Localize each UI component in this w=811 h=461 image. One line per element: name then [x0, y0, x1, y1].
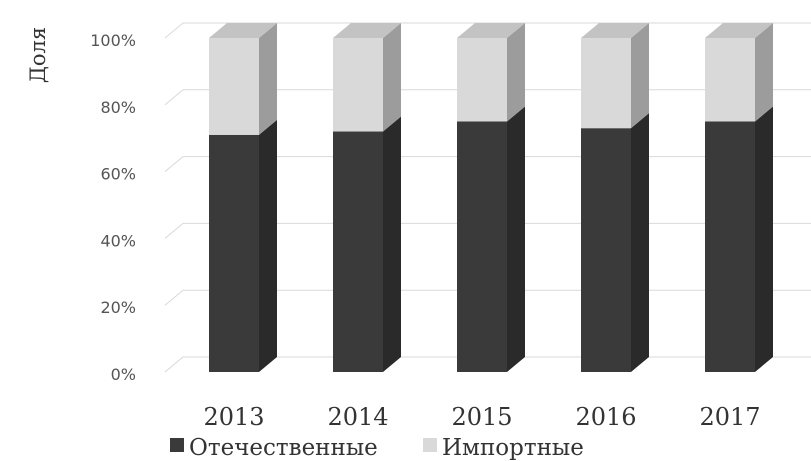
x-tick-label: 2013	[203, 403, 264, 431]
bar-segment-2013-domestic	[209, 119, 277, 372]
gridline-edge	[164, 356, 184, 373]
legend-label-import: Импортные	[442, 435, 584, 461]
legend-label-domestic: Отечественные	[189, 435, 378, 461]
gridline-edge	[164, 156, 184, 172]
gridline-edge	[164, 22, 184, 39]
y-tick-label: 40%	[100, 231, 136, 250]
x-axis-ticks: 2013 2014 2015 2016 2017	[203, 403, 760, 431]
x-tick-label: 2016	[575, 403, 636, 431]
x-tick-label: 2015	[451, 403, 512, 431]
bar-segment-2013-import	[209, 23, 277, 135]
legend-swatch-domestic	[170, 438, 184, 452]
gridline-edge	[164, 223, 184, 239]
y-axis-label: Доля	[26, 27, 50, 83]
x-tick-label: 2014	[327, 403, 388, 431]
y-tick-label: 60%	[100, 165, 136, 184]
bar-segment-2017-import	[705, 23, 773, 122]
y-axis-ticks: 0% 20% 40% 60% 80% 100%	[90, 31, 136, 384]
bar-segment-2016-domestic	[581, 113, 649, 373]
bar-segment-2017-domestic	[705, 106, 773, 372]
bar-segment-2015-import	[457, 23, 525, 122]
bar-segment-2015-domestic	[457, 106, 525, 372]
y-tick-label: 80%	[100, 98, 136, 117]
gridline-edge	[164, 289, 184, 306]
bars	[209, 23, 773, 373]
y-tick-label: 20%	[100, 298, 136, 317]
y-tick-label: 0%	[111, 365, 136, 384]
x-tick-label: 2017	[699, 403, 760, 431]
legend: Отечественные Импортные	[170, 435, 584, 461]
bar-segment-2014-domestic	[333, 116, 401, 373]
legend-swatch-import	[423, 438, 437, 452]
gridline-edge	[164, 89, 184, 106]
y-tick-label: 100%	[90, 31, 136, 50]
bar-segment-2016-import	[581, 23, 649, 129]
bar-segment-2014-import	[333, 23, 401, 132]
